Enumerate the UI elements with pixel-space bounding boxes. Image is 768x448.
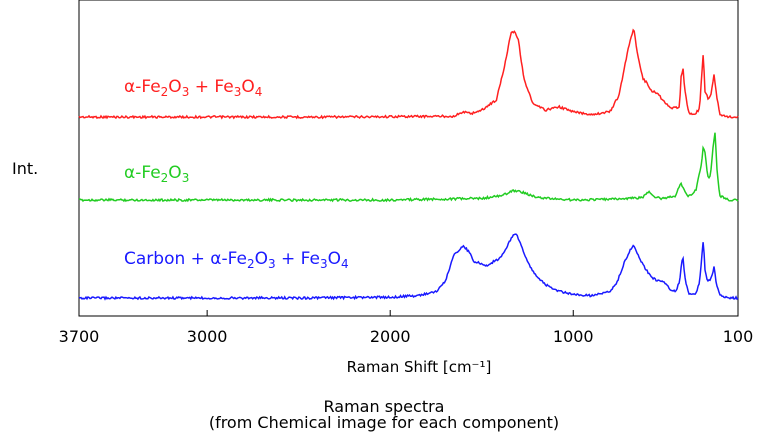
series-line-1 [78, 28, 739, 120]
x-ticks [78, 310, 739, 316]
caption-line-2: (from Chemical image for each component) [208, 413, 560, 432]
x-tick-label-3700: 3700 [59, 327, 100, 346]
x-tick-label-3000: 3000 [187, 327, 228, 346]
series-line-3 [78, 233, 739, 301]
series-label-3: Carbon + α-Fe2O3 + Fe3O4 [124, 249, 349, 271]
series-lines [78, 28, 739, 301]
x-tick-label-1000: 1000 [553, 327, 594, 346]
x-axis-label: Raman Shift [cm⁻¹] [347, 358, 492, 376]
series-label-1: α-Fe2O3 + Fe3O4 [124, 77, 262, 99]
plot-frame [78, 0, 739, 317]
x-tick-labels: 3700 3000 2000 1000 100 [59, 327, 754, 346]
y-axis-label: Int. [12, 159, 38, 178]
x-tick-label-100: 100 [723, 327, 754, 346]
series-label-2: α-Fe2O3 [124, 163, 189, 185]
x-tick-label-2000: 2000 [370, 327, 411, 346]
series-labels: α-Fe2O3 + Fe3O4 α-Fe2O3 Carbon + α-Fe2O3 +… [124, 77, 349, 271]
series-line-2 [78, 132, 739, 203]
caption-line-1: Raman spectra [323, 397, 445, 416]
